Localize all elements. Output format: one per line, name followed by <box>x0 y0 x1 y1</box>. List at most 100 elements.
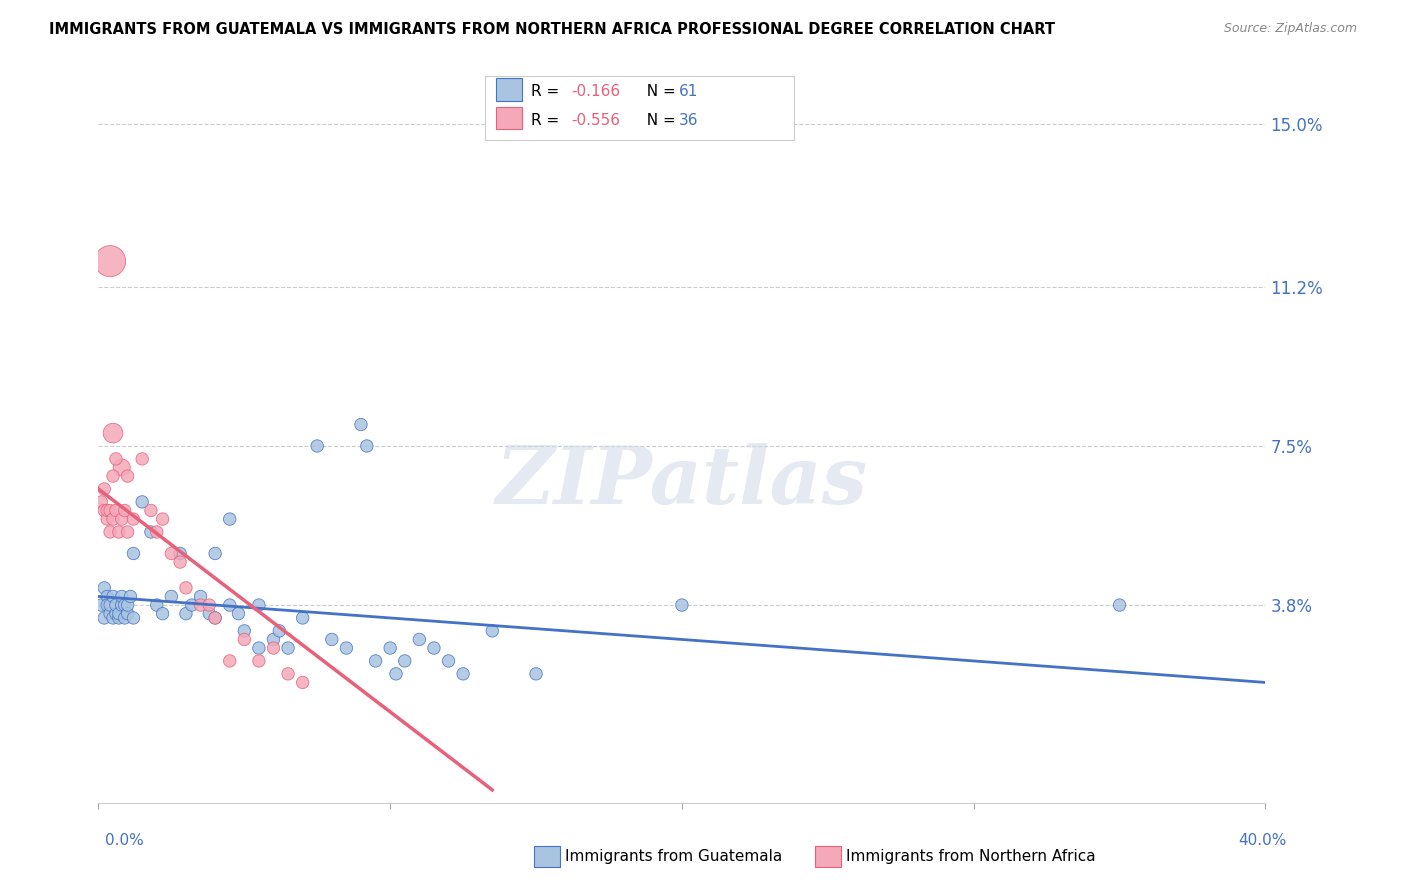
Point <box>524 666 547 681</box>
Point <box>122 611 145 625</box>
Point <box>98 607 121 621</box>
Point <box>321 632 343 647</box>
Point <box>204 611 226 625</box>
Point <box>111 598 134 612</box>
Point <box>117 607 139 621</box>
Point <box>169 546 191 560</box>
Point <box>291 611 314 625</box>
Point <box>146 598 169 612</box>
Point <box>247 654 270 668</box>
Point <box>481 624 503 638</box>
Point <box>131 451 153 466</box>
Point <box>93 581 115 595</box>
Point <box>269 624 291 638</box>
Point <box>356 439 378 453</box>
Point <box>117 524 139 539</box>
Point <box>93 482 115 496</box>
Text: Source: ZipAtlas.com: Source: ZipAtlas.com <box>1223 22 1357 36</box>
Point <box>160 590 183 604</box>
Point <box>152 607 174 621</box>
Point <box>247 641 270 656</box>
Point <box>104 503 127 517</box>
Text: IMMIGRANTS FROM GUATEMALA VS IMMIGRANTS FROM NORTHERN AFRICA PROFESSIONAL DEGREE: IMMIGRANTS FROM GUATEMALA VS IMMIGRANTS … <box>49 22 1056 37</box>
Text: R =: R = <box>531 113 565 128</box>
Point <box>98 524 121 539</box>
Point <box>111 460 134 475</box>
Point <box>671 598 693 612</box>
Point <box>291 675 314 690</box>
Point <box>174 607 197 621</box>
Point <box>451 666 474 681</box>
Point <box>139 524 162 539</box>
Point <box>108 524 131 539</box>
Point <box>114 598 136 612</box>
Point <box>190 598 212 612</box>
Point <box>169 555 191 569</box>
Point <box>101 426 124 441</box>
Point <box>111 512 134 526</box>
Point <box>98 503 121 517</box>
Point <box>146 524 169 539</box>
Point <box>93 503 115 517</box>
Text: Immigrants from Northern Africa: Immigrants from Northern Africa <box>846 849 1097 863</box>
Point <box>1108 598 1130 612</box>
Point <box>90 598 112 612</box>
Point <box>93 611 115 625</box>
Point <box>101 611 124 625</box>
Point <box>228 607 250 621</box>
Point <box>101 512 124 526</box>
Point <box>385 666 408 681</box>
Point <box>96 503 118 517</box>
Point <box>437 654 460 668</box>
Point <box>131 495 153 509</box>
Point <box>204 611 226 625</box>
Point <box>152 512 174 526</box>
Text: -0.556: -0.556 <box>571 113 620 128</box>
Point <box>98 598 121 612</box>
Point <box>96 598 118 612</box>
Point <box>122 512 145 526</box>
Text: 0.0%: 0.0% <box>105 833 145 847</box>
Point <box>122 546 145 560</box>
Text: N =: N = <box>637 113 681 128</box>
Point <box>120 590 142 604</box>
Point <box>174 581 197 595</box>
Point <box>96 512 118 526</box>
Point <box>394 654 416 668</box>
Point <box>307 439 329 453</box>
Point <box>139 503 162 517</box>
Point <box>233 632 256 647</box>
Point <box>98 254 121 268</box>
Point <box>190 590 212 604</box>
Point <box>108 607 131 621</box>
Point <box>277 666 299 681</box>
Point <box>101 590 124 604</box>
Point <box>117 598 139 612</box>
Point <box>108 611 131 625</box>
Point <box>380 641 402 656</box>
Point <box>218 654 240 668</box>
Point <box>262 632 284 647</box>
Text: Immigrants from Guatemala: Immigrants from Guatemala <box>565 849 783 863</box>
Point <box>114 611 136 625</box>
Text: ZIPatlas: ZIPatlas <box>496 443 868 520</box>
Point <box>104 451 127 466</box>
Point <box>408 632 430 647</box>
Point <box>204 546 226 560</box>
Point <box>218 598 240 612</box>
Point <box>364 654 387 668</box>
Text: N =: N = <box>637 85 681 99</box>
Point <box>114 503 136 517</box>
Point <box>104 598 127 612</box>
Point <box>160 546 183 560</box>
Point <box>218 512 240 526</box>
Point <box>117 469 139 483</box>
Point <box>350 417 373 432</box>
Point <box>101 469 124 483</box>
Point <box>198 607 221 621</box>
Text: 61: 61 <box>679 85 699 99</box>
Point <box>90 495 112 509</box>
Text: 36: 36 <box>679 113 699 128</box>
Point <box>96 590 118 604</box>
Point <box>104 607 127 621</box>
